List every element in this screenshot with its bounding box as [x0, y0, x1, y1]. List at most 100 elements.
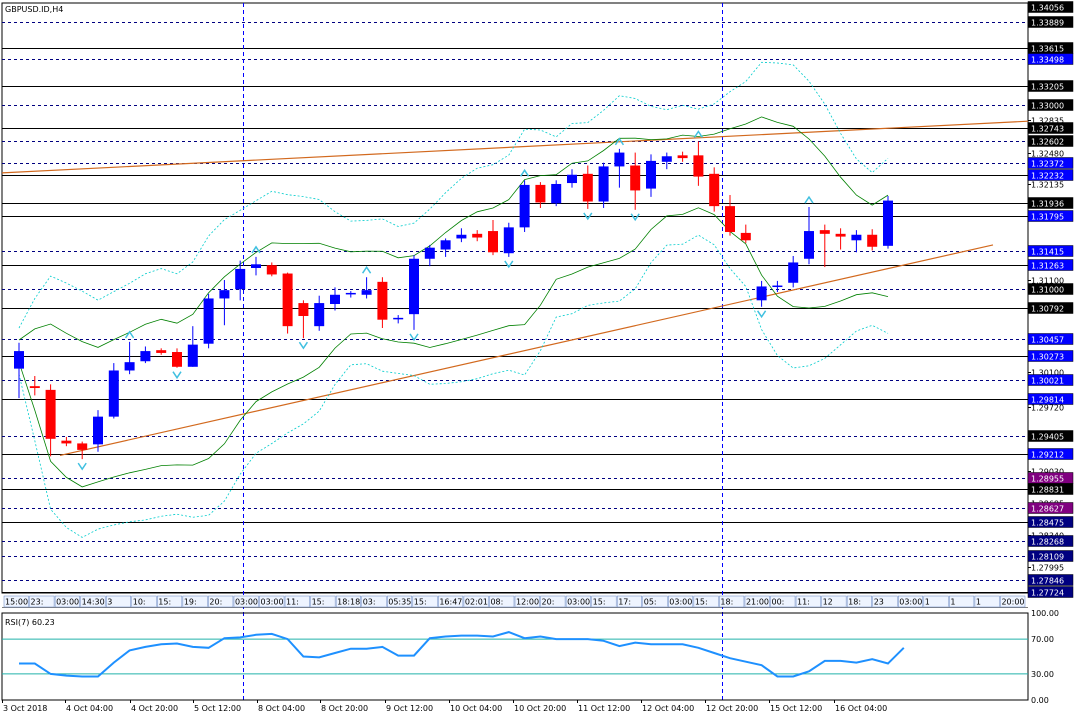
time-tag-box [923, 595, 949, 608]
time-tag: 05: [644, 598, 657, 607]
candle [361, 277, 372, 299]
price-label: 1.29212 [1031, 451, 1064, 460]
price-label-box [1027, 430, 1074, 442]
price-label-box [1027, 283, 1074, 295]
time-tag-box [335, 595, 361, 608]
candle-body [819, 230, 830, 234]
price-label: 1.30457 [1031, 336, 1064, 345]
time-tag: 18: [848, 598, 861, 607]
time-label: 11 Oct 12:00 [578, 704, 630, 713]
time-tag: 14:30 [82, 598, 105, 607]
price-label: 1.30021 [1031, 377, 1064, 386]
candle [314, 295, 325, 331]
time-tag: 02:01 [465, 598, 488, 607]
candle-body [187, 344, 198, 367]
time-tag: 03:00 [899, 598, 922, 607]
candle-body [282, 273, 293, 327]
price-label: 1.31795 [1031, 213, 1064, 222]
candle-body [598, 166, 609, 202]
time-label: 9 Oct 12:00 [386, 704, 433, 713]
price-label: 1.33000 [1031, 102, 1064, 111]
candle-body [677, 155, 688, 159]
candle-body [235, 268, 246, 290]
time-tag-box [846, 595, 872, 608]
candle [661, 152, 672, 170]
price-label-box [1027, 574, 1074, 586]
time-tag: 03:00 [261, 598, 284, 607]
time-tag: 15: [593, 598, 606, 607]
candle [614, 148, 625, 188]
time-tag: 03:00 [567, 598, 590, 607]
time-tag: 1 [950, 598, 955, 607]
time-label: 10 Oct 04:00 [450, 704, 502, 713]
rsi-axis-label: 70.00 [1031, 635, 1054, 644]
time-tag: 10: [133, 598, 146, 607]
candle [29, 376, 40, 396]
time-tag-strip: 15:00 23: 03:00 14:30 3 10: 15: 19: 20: 03:00 03:0… [2, 595, 1028, 608]
fractal-down-arrow [583, 212, 593, 221]
price-label: 1.32602 [1031, 138, 1064, 147]
candle-body [646, 160, 656, 189]
candle [677, 151, 688, 162]
price-label: 1.32743 [1031, 125, 1064, 134]
time-label: 16 Oct 04:00 [835, 704, 887, 713]
fractal-up-arrow [361, 265, 372, 274]
price-label-box [1027, 448, 1074, 460]
band-lower-outer [18, 234, 889, 538]
time-tag-box [361, 595, 387, 608]
time-tag: 16:47 [439, 598, 462, 607]
candle-body [519, 184, 530, 228]
price-label-box [1027, 333, 1074, 345]
price-label: 1.31100 [1031, 277, 1064, 286]
time-tag-box [284, 595, 310, 608]
price-label-box [1027, 53, 1074, 65]
symbol-title: GBPUSD.ID,H4 [5, 5, 63, 14]
candle-body [582, 173, 593, 202]
time-tag: 03:00 [669, 598, 692, 607]
price-label: 1.28475 [1031, 519, 1064, 528]
time-tag-box [719, 595, 745, 608]
candle-body [851, 234, 862, 241]
price-label: 1.34056 [1031, 4, 1064, 13]
time-tag-box [591, 595, 617, 608]
candle [488, 219, 498, 256]
rsi-line [19, 631, 905, 678]
candle [819, 224, 830, 268]
candle-body [488, 231, 498, 253]
time-tag-box [131, 595, 157, 608]
fractal-up-arrow [124, 330, 135, 339]
candle [756, 280, 767, 307]
time-label: 5 Oct 12:00 [194, 704, 241, 713]
time-tag-box [821, 595, 847, 608]
candle-body [156, 350, 167, 353]
time-tag-box [668, 595, 694, 608]
time-tag-box [974, 595, 1000, 608]
time-tag: 15: [414, 598, 427, 607]
candle [503, 222, 514, 257]
candle-body [140, 351, 151, 362]
candle-body [835, 233, 846, 237]
time-label: 8 Oct 20:00 [321, 704, 368, 713]
time-tag: 21:00 [746, 598, 769, 607]
candle [725, 195, 735, 236]
candle-body [804, 231, 814, 259]
time-tag-box [489, 595, 515, 608]
candle-body [535, 184, 546, 203]
fractal-down-arrow [756, 310, 767, 319]
candle [646, 154, 656, 197]
time-tag: 11: [286, 598, 299, 607]
time-label: 12 Oct 04:00 [642, 704, 694, 713]
candle-body [377, 281, 388, 320]
fractal-down-arrow [172, 371, 182, 380]
candle [598, 162, 609, 208]
candle-body [14, 351, 24, 369]
price-label: 1.31415 [1031, 248, 1064, 257]
price-label-box [1027, 157, 1074, 169]
candle [298, 300, 309, 339]
price-label: 1.32232 [1031, 172, 1064, 181]
candle-body [883, 200, 893, 246]
candle-body [345, 292, 356, 295]
price-label-box [1027, 483, 1074, 495]
time-tag-box [616, 595, 643, 608]
price-label: 1.27995 [1031, 564, 1064, 573]
